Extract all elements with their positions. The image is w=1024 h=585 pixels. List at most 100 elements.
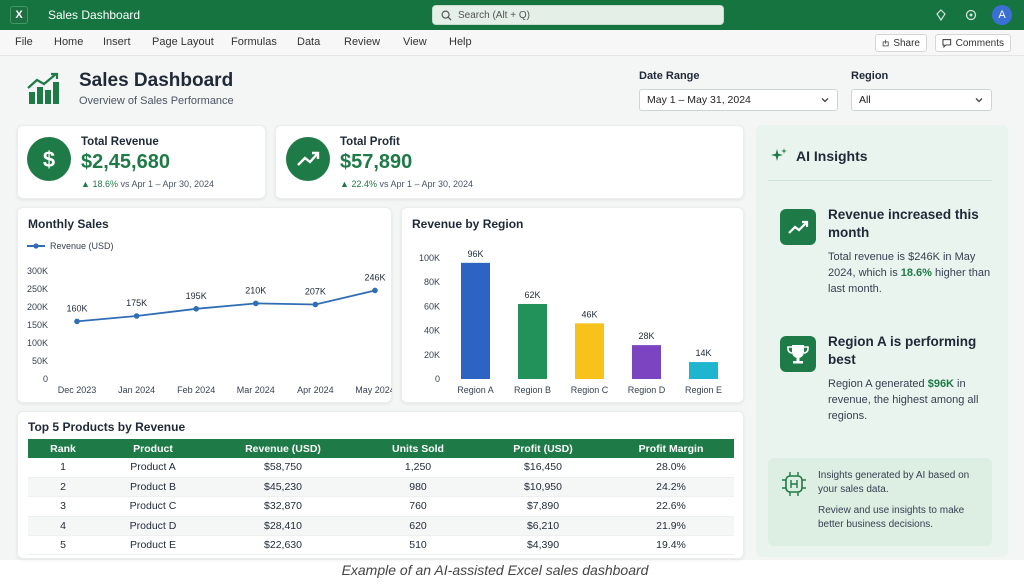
share-icon xyxy=(882,39,889,47)
table-cell[interactable]: $16,450 xyxy=(478,458,608,478)
data-label: 210K xyxy=(245,285,266,295)
table-cell[interactable]: Product B xyxy=(98,477,208,498)
avatar[interactable]: A xyxy=(992,5,1012,25)
x-tick-label: May 2024 xyxy=(355,385,392,395)
table-cell[interactable]: 22.6% xyxy=(608,496,734,517)
table-row[interactable]: 2 Product B $45,230 980 $10,950 24.2% xyxy=(28,477,734,498)
trophy-icon xyxy=(780,336,816,372)
legend-marker xyxy=(33,243,39,249)
table-row[interactable]: 1 Product A $58,750 1,250 $16,450 28.0% xyxy=(28,458,734,478)
comments-button[interactable]: Comments xyxy=(935,34,1011,52)
table-cell[interactable]: $32,870 xyxy=(208,496,358,517)
up-arrow-icon: ▲ xyxy=(340,179,349,189)
table-cell[interactable]: $58,750 xyxy=(208,458,358,478)
table-cell[interactable]: 24.2% xyxy=(608,477,734,498)
x-tick-label: Region A xyxy=(457,385,494,395)
table-cell[interactable]: $28,410 xyxy=(208,516,358,537)
ai-chip-icon xyxy=(782,472,806,496)
table-cell[interactable]: 510 xyxy=(358,535,478,556)
menu-home[interactable]: Home xyxy=(54,36,84,48)
insight-2-text: Region A generated $96K in revenue, the … xyxy=(828,378,979,422)
legend-label: Revenue (USD) xyxy=(50,241,114,251)
comments-label: Comments xyxy=(955,37,1004,49)
data-point xyxy=(253,300,259,307)
menu-data[interactable]: Data xyxy=(297,36,321,48)
dollar-icon: $ xyxy=(27,137,71,181)
series-line xyxy=(76,289,376,323)
menu-view[interactable]: View xyxy=(403,36,427,48)
data-point xyxy=(74,318,80,325)
menu-insert[interactable]: Insert xyxy=(103,36,131,48)
page-subtitle: Overview of Sales Performance xyxy=(79,95,234,107)
y-tick-label: 20K xyxy=(424,350,440,360)
table-cell[interactable]: $6,210 xyxy=(478,516,608,537)
bar xyxy=(518,303,547,379)
menu-formulas[interactable]: Formulas xyxy=(231,36,277,48)
title-bar: X Sales Dashboard Search (Alt + Q) A xyxy=(0,0,1024,30)
table-cell[interactable]: $4,390 xyxy=(478,535,608,556)
table-cell[interactable]: 2 xyxy=(28,477,98,498)
column-header-rank[interactable]: Rank xyxy=(28,439,98,458)
monthly-sales-title: Monthly Sales xyxy=(28,217,109,231)
bar xyxy=(575,323,604,379)
table-row[interactable]: 3 Product C $32,870 760 $7,890 22.6% xyxy=(28,496,734,517)
column-header-profit[interactable]: Profit (USD) xyxy=(478,439,608,458)
ai-note-1: Insights generated by AI based on your s… xyxy=(818,470,970,495)
monthly-sales-line-chart: Revenue (USD) 0 50K 100K 150K 200K 250K 300K Dec… xyxy=(27,241,392,395)
table-cell[interactable]: Product C xyxy=(98,496,208,517)
table-cell[interactable]: 1,250 xyxy=(358,458,478,478)
total-revenue-label: Total Revenue xyxy=(81,136,159,148)
date-range-label: Date Range xyxy=(639,70,700,82)
column-header-units-sold[interactable]: Units Sold xyxy=(358,439,478,458)
data-label: 96K xyxy=(467,249,483,259)
insight-2-title: Region A is performing best xyxy=(828,334,977,367)
column-header-revenue[interactable]: Revenue (USD) xyxy=(208,439,358,458)
table-cell[interactable]: Product D xyxy=(98,516,208,537)
table-cell[interactable]: 19.4% xyxy=(608,535,734,556)
table-cell[interactable]: 760 xyxy=(358,496,478,517)
table-header-row: Rank Product Revenue (USD) Units Sold Pr… xyxy=(28,439,734,458)
insight-1-highlight: 18.6% xyxy=(900,267,932,279)
table-row[interactable]: 5 Product E $22,630 510 $4,390 19.4% xyxy=(28,535,734,556)
menu-file[interactable]: File xyxy=(15,36,33,48)
column-header-product[interactable]: Product xyxy=(98,439,208,458)
x-tick-label: Apr 2024 xyxy=(297,385,334,395)
y-tick-label: 300K xyxy=(27,266,48,276)
search-input[interactable]: Search (Alt + Q) xyxy=(432,5,724,25)
x-tick-label: Mar 2024 xyxy=(237,385,275,395)
table-row[interactable]: 4 Product D $28,410 620 $6,210 21.9% xyxy=(28,516,734,537)
table-cell[interactable]: 28.0% xyxy=(608,458,734,478)
data-label: 28K xyxy=(638,331,654,341)
y-tick-label: 50K xyxy=(32,356,48,366)
table-cell[interactable]: $45,230 xyxy=(208,477,358,498)
table-cell[interactable]: 4 xyxy=(28,516,98,537)
insight-2-highlight: $96K xyxy=(927,378,954,390)
y-tick-label: 40K xyxy=(424,326,440,336)
growth-chart-icon xyxy=(27,72,59,104)
chevron-down-icon xyxy=(975,98,983,103)
x-tick-label: Region E xyxy=(685,385,722,395)
menu-page-layout[interactable]: Page Layout xyxy=(152,36,214,48)
table-cell[interactable]: $7,890 xyxy=(478,496,608,517)
excel-logo-icon[interactable]: X xyxy=(10,6,28,24)
menu-review[interactable]: Review xyxy=(344,36,381,48)
menu-help[interactable]: Help xyxy=(449,36,472,48)
share-button[interactable]: Share xyxy=(875,34,927,52)
date-range-select[interactable]: May 1 – May 31, 2024 xyxy=(639,89,838,111)
table-cell[interactable]: $22,630 xyxy=(208,535,358,556)
comment-icon xyxy=(942,39,952,48)
table-cell[interactable]: 5 xyxy=(28,535,98,556)
settings-icon[interactable] xyxy=(964,8,978,22)
region-select[interactable]: All xyxy=(851,89,992,111)
table-cell[interactable]: 980 xyxy=(358,477,478,498)
table-cell[interactable]: 3 xyxy=(28,496,98,517)
table-cell[interactable]: 620 xyxy=(358,516,478,537)
diamond-icon[interactable] xyxy=(934,8,948,22)
table-cell[interactable]: $10,950 xyxy=(478,477,608,498)
table-cell[interactable]: Product A xyxy=(98,458,208,478)
table-cell[interactable]: 1 xyxy=(28,458,98,478)
table-cell[interactable]: Product E xyxy=(98,535,208,556)
table-cell[interactable]: 21.9% xyxy=(608,516,734,537)
data-label: 160K xyxy=(66,303,87,313)
column-header-profit-margin[interactable]: Profit Margin xyxy=(608,439,734,458)
